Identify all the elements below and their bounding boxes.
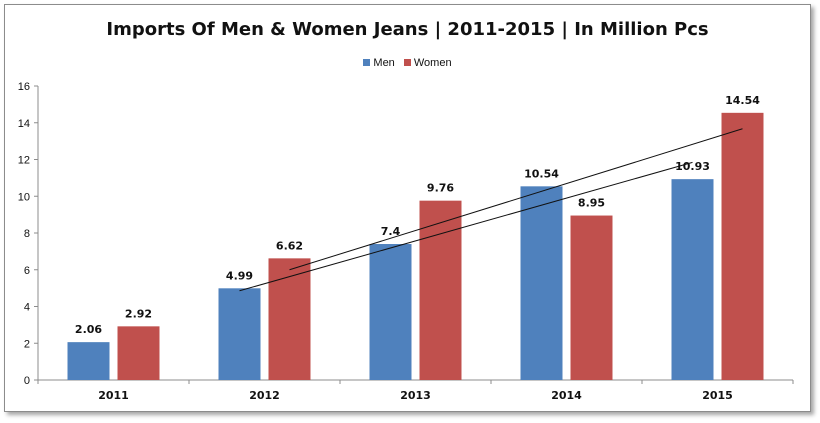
y-tick-label: 0: [24, 375, 30, 387]
trendline-women: [289, 128, 743, 271]
bar-men: [218, 288, 261, 380]
legend-entry-women: Women: [403, 57, 452, 69]
y-tick-label: 16: [18, 81, 30, 93]
trendline-men: [239, 161, 693, 292]
x-tick-label: 2014: [551, 389, 582, 402]
bar-women: [721, 112, 764, 380]
data-label: 2.92: [125, 307, 152, 320]
chart-title: Imports Of Men & Women Jeans | 2011-2015…: [106, 19, 709, 40]
bar-women: [570, 215, 613, 380]
bars: [67, 112, 764, 380]
data-label: 9.76: [427, 182, 454, 195]
legend-label-women: Women: [413, 57, 452, 69]
y-tick-label: 6: [24, 265, 30, 277]
y-tick-label: 12: [18, 155, 30, 167]
bar-men: [671, 179, 714, 380]
x-tick-label: 2011: [98, 389, 129, 402]
y-tick-label: 8: [24, 228, 30, 240]
bar-women: [268, 258, 311, 380]
bar-men: [369, 244, 412, 380]
bar-women: [419, 200, 462, 380]
x-tick-label: 2012: [249, 389, 280, 402]
legend-swatch-women: [403, 59, 411, 66]
data-label: 10.93: [675, 160, 710, 173]
bar-men: [520, 186, 563, 380]
y-tick-label: 2: [24, 338, 30, 350]
x-tick-label: 2013: [400, 389, 431, 402]
bar-women: [117, 326, 160, 380]
legend: Men Women: [5, 57, 810, 69]
data-labels: 2.06 4.99 7.4 10.54 10.93 2.92 6.62 9.76 8.95 14.…: [75, 94, 760, 336]
data-label: 2.06: [75, 323, 102, 336]
plot-area: 0 2 4 6 8 10 12 14 16 2011 2012 2013 2014 2015 2.06 4.…: [18, 81, 794, 402]
data-label: 10.54: [524, 167, 559, 180]
legend-swatch-men: [363, 59, 371, 66]
data-label: 6.62: [276, 239, 303, 252]
data-label: 14.54: [725, 94, 760, 107]
legend-label-men: Men: [373, 57, 395, 69]
legend-entry-men: Men: [363, 57, 395, 69]
bar-men: [67, 342, 110, 380]
data-label: 4.99: [226, 269, 253, 282]
x-tick-label: 2015: [702, 389, 733, 402]
y-tick-label: 4: [24, 302, 30, 314]
axes: 0 2 4 6 8 10 12 14 16 2011 2012 2013 2014 2015: [18, 81, 794, 402]
data-label: 7.4: [381, 225, 401, 238]
chart-frame: Imports Of Men & Women Jeans | 2011-2015…: [4, 4, 811, 412]
trendlines: [239, 128, 743, 292]
data-label: 8.95: [578, 197, 605, 210]
y-tick-label: 10: [18, 191, 30, 203]
y-tick-label: 14: [18, 118, 30, 130]
